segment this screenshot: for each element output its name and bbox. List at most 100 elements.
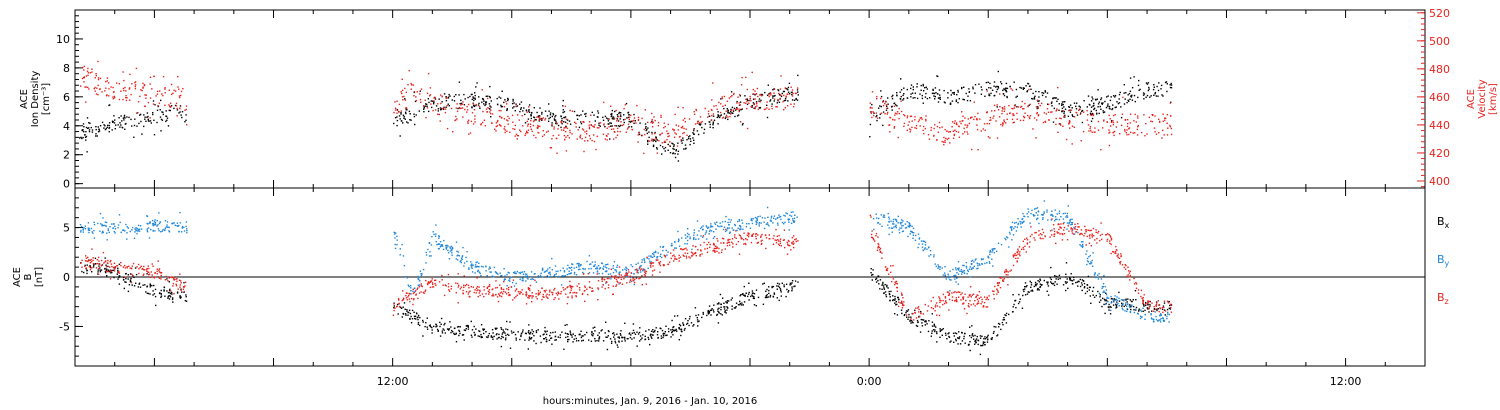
density-point — [741, 124, 744, 126]
density-point — [916, 83, 918, 85]
by-point — [181, 225, 184, 228]
bx-point — [1092, 286, 1095, 289]
velocity-point — [986, 122, 988, 125]
density-point — [98, 128, 100, 131]
density-point — [704, 123, 707, 125]
bx-point — [393, 307, 395, 309]
by-point — [613, 261, 616, 263]
bx-point — [138, 283, 140, 285]
density-point — [1102, 110, 1104, 112]
density-point — [628, 126, 630, 128]
density-point — [652, 138, 655, 141]
bx-point — [413, 315, 416, 317]
velocity-point — [1035, 137, 1037, 139]
bz-point — [151, 274, 153, 276]
by-point — [553, 275, 555, 277]
bz-point — [175, 283, 177, 285]
by-point — [547, 276, 550, 278]
by-point — [489, 271, 491, 273]
velocity-point — [1036, 112, 1038, 115]
bx-point — [768, 286, 770, 288]
by-point — [425, 262, 427, 264]
by-point — [957, 268, 960, 270]
by-point — [177, 225, 179, 227]
velocity-point — [107, 82, 110, 84]
bx-point — [179, 296, 181, 298]
bx-point — [624, 340, 626, 342]
velocity-point — [887, 111, 889, 114]
velocity-point — [487, 107, 489, 109]
bx-point — [166, 290, 168, 292]
by-point — [963, 270, 966, 272]
velocity-point — [433, 97, 435, 99]
density-point — [1069, 111, 1072, 113]
by-point — [461, 256, 463, 258]
bz-point — [111, 265, 113, 268]
by-point — [1058, 212, 1060, 215]
velocity-point — [1001, 110, 1003, 112]
density-point — [900, 78, 902, 80]
velocity-point — [1087, 124, 1090, 126]
density-point — [993, 85, 995, 87]
by-point — [555, 270, 557, 273]
velocity-point — [779, 97, 781, 100]
density-point — [165, 115, 168, 118]
by-point — [1115, 298, 1117, 301]
bx-point — [780, 291, 782, 293]
by-point — [436, 243, 438, 246]
bx-point — [1023, 290, 1025, 293]
by-point — [569, 267, 571, 269]
by-point — [549, 271, 551, 273]
by-point — [510, 276, 513, 278]
bx-point — [1112, 304, 1115, 306]
velocity-point — [503, 118, 506, 120]
velocity-point — [566, 127, 569, 129]
by-point — [101, 232, 103, 234]
bz-point — [183, 286, 185, 289]
bx-point — [1125, 298, 1127, 300]
velocity-point — [83, 69, 85, 71]
density-point — [776, 102, 778, 104]
velocity-point — [1059, 123, 1061, 125]
bx-point — [473, 331, 475, 334]
velocity-point — [516, 134, 519, 137]
velocity-point — [1041, 102, 1043, 105]
bx-point — [787, 291, 789, 293]
density-point — [459, 102, 461, 105]
bx-point — [971, 333, 974, 335]
density-point — [949, 103, 952, 105]
density-point — [123, 114, 126, 117]
velocity-point — [1129, 122, 1131, 124]
velocity-point — [556, 137, 558, 140]
bx-point — [169, 288, 171, 291]
velocity-point — [620, 121, 622, 123]
by-point — [911, 225, 913, 228]
density-point — [513, 106, 515, 108]
bx-point — [730, 299, 732, 301]
density-point — [730, 108, 732, 111]
density-point — [673, 145, 675, 148]
velocity-point — [149, 83, 151, 85]
bx-point — [914, 309, 916, 311]
bx-point — [633, 332, 635, 334]
bx-point — [137, 286, 139, 288]
density-point — [1101, 103, 1103, 105]
by-point — [417, 278, 420, 280]
density-point — [1166, 90, 1168, 93]
bx-point — [616, 344, 618, 346]
bx-point — [552, 331, 554, 334]
density-point — [887, 97, 889, 99]
by-point — [991, 251, 993, 253]
by-point — [796, 216, 798, 218]
bz-point — [81, 266, 83, 268]
bx-point — [594, 340, 596, 342]
by-point — [655, 251, 657, 254]
velocity-point — [971, 116, 973, 118]
bx-point — [1109, 305, 1111, 308]
density-point — [912, 88, 914, 91]
density-point — [712, 121, 715, 123]
velocity-point — [907, 124, 909, 126]
velocity-point — [599, 122, 602, 124]
by-point — [475, 266, 477, 268]
velocity-point — [508, 117, 510, 120]
